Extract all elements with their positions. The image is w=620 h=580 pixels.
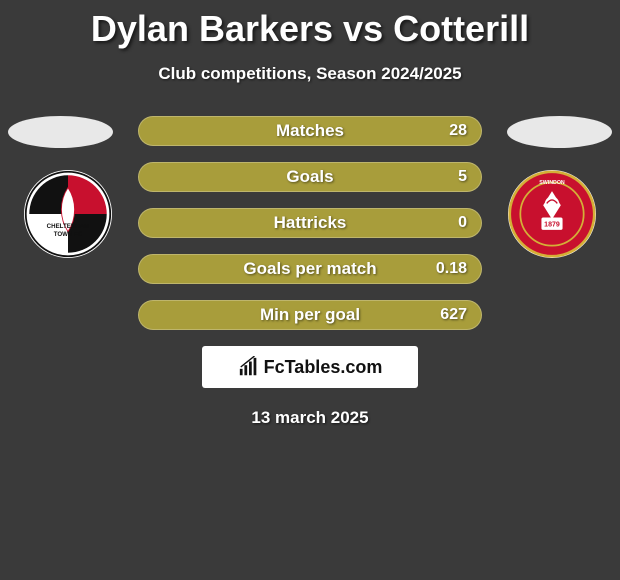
- stat-value: 0: [458, 214, 467, 232]
- stat-label: Hattricks: [274, 213, 347, 233]
- page-title: Dylan Barkers vs Cotterill: [0, 0, 620, 50]
- swindon-crest-icon: 1879 SWINDON: [508, 170, 596, 258]
- chart-icon: [238, 356, 260, 378]
- watermark: FcTables.com: [202, 346, 418, 388]
- player-photo-placeholder-left: [8, 116, 113, 148]
- subtitle: Club competitions, Season 2024/2025: [0, 64, 620, 84]
- stat-bar: Goals per match 0.18: [138, 254, 482, 284]
- svg-text:1879: 1879: [544, 221, 560, 228]
- stat-label: Goals: [286, 167, 333, 187]
- club-crest-right: 1879 SWINDON: [508, 170, 596, 258]
- stat-bar: Hattricks 0: [138, 208, 482, 238]
- stat-value: 627: [440, 306, 467, 324]
- stat-bar: Matches 28: [138, 116, 482, 146]
- stat-bar: Goals 5: [138, 162, 482, 192]
- date-text: 13 march 2025: [0, 408, 620, 428]
- stat-value: 5: [458, 168, 467, 186]
- stat-bars: Matches 28 Goals 5 Hattricks 0 Goals per match…: [138, 116, 482, 330]
- stat-label: Min per goal: [260, 305, 360, 325]
- svg-text:CHELTENHAM: CHELTENHAM: [47, 223, 90, 230]
- stat-value: 28: [449, 122, 467, 140]
- cheltenham-crest-icon: CHELTENHAM TOWN FC: [24, 170, 112, 258]
- player-photo-placeholder-right: [507, 116, 612, 148]
- comparison-content: CHELTENHAM TOWN FC 1879 SWINDON Matches 2…: [0, 116, 620, 428]
- stat-bar: Min per goal 627: [138, 300, 482, 330]
- stat-label: Matches: [276, 121, 344, 141]
- svg-text:SWINDON: SWINDON: [539, 180, 565, 186]
- stat-label: Goals per match: [243, 259, 376, 279]
- club-crest-left: CHELTENHAM TOWN FC: [24, 170, 112, 258]
- watermark-text: FcTables.com: [264, 357, 383, 378]
- stat-value: 0.18: [436, 260, 467, 278]
- svg-text:TOWN FC: TOWN FC: [54, 231, 83, 238]
